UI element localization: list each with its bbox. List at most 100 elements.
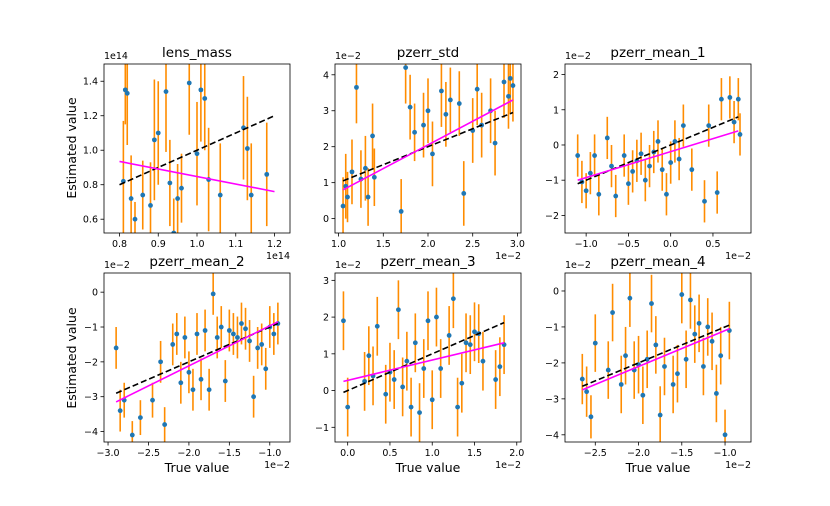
y-tick-label: 1 [323, 178, 329, 189]
data-point [255, 345, 261, 351]
plot-area [119, 64, 275, 233]
x-tick-label: 1.0 [189, 239, 204, 250]
data-point [719, 96, 724, 102]
data-point [689, 167, 695, 173]
data-point [510, 83, 516, 88]
axes-frame [564, 272, 752, 443]
plot-area [575, 76, 743, 223]
y-multiplier: 1e−2 [335, 51, 361, 62]
fit-line [343, 342, 505, 383]
data-point [630, 168, 636, 174]
data-point [186, 80, 192, 86]
data-point [370, 133, 375, 139]
x-tick-label: −3.0 [97, 448, 120, 459]
panel-2: 1.0 1.5 2.0 2.5 3.0 0 1 2 3 4 1e−2 1e−2 pzerr_std [323, 45, 525, 262]
y-tick-label: −2 [545, 211, 559, 222]
x-tick-label: −1.0 [575, 239, 598, 250]
data-point [408, 404, 414, 410]
data-point [657, 412, 663, 418]
x-multiplier: 1e14 [266, 251, 290, 262]
x-tick-label: 2.0 [509, 448, 524, 459]
data-point [735, 96, 741, 102]
data-point [396, 307, 401, 313]
data-point [446, 333, 452, 338]
x-tick-label: 1.5 [467, 448, 482, 459]
data-point [714, 190, 720, 195]
data-point [235, 335, 240, 340]
y-tick-label: 3 [323, 106, 329, 117]
y-tick-label: 2 [323, 313, 329, 324]
data-point [425, 108, 431, 114]
data-point [688, 297, 693, 303]
data-point [653, 342, 659, 348]
data-point [129, 432, 135, 438]
x-axis-label: True value [395, 460, 461, 475]
data-point [132, 216, 138, 222]
data-point [662, 364, 667, 369]
data-point [472, 329, 477, 335]
data-point [676, 156, 682, 162]
data-point [202, 328, 208, 333]
data-point [186, 369, 192, 375]
data-point [271, 331, 277, 337]
data-point [592, 340, 598, 346]
data-point [705, 324, 711, 330]
x-tick-label: 1.0 [425, 448, 440, 459]
panel-title: pzerr_mean_1 [610, 45, 705, 61]
axes-frame [334, 272, 522, 443]
y-tick-label: 3 [323, 276, 329, 287]
data-point [680, 123, 686, 129]
data-point [675, 371, 680, 377]
panel-title: pzerr_mean_3 [380, 254, 475, 270]
data-point [230, 331, 236, 337]
panel-title: pzerr_mean_4 [610, 254, 705, 270]
y-tick-label: 0.8 [83, 180, 98, 191]
data-point [507, 75, 513, 81]
x-tick-label: −2.0 [177, 448, 200, 459]
data-point [217, 192, 223, 198]
data-point [404, 358, 410, 364]
data-point [443, 111, 449, 117]
x-tick-label: 0.8 [112, 239, 127, 250]
y-tick-label: −4 [84, 427, 98, 438]
data-point [421, 122, 426, 128]
data-point [604, 135, 610, 141]
data-point [345, 194, 350, 200]
y-tick-label: 1 [553, 105, 559, 116]
plot-area [113, 273, 281, 442]
y-multiplier: 1e14 [104, 51, 128, 62]
data-point [163, 89, 169, 94]
data-point [170, 342, 176, 347]
data-point [722, 432, 728, 438]
panel-4: −3.0 −2.5 −2.0 −1.5 −1.0 −4 −3 −2 −1 0 1e−2 1e−2 pze… [84, 254, 291, 475]
data-point [702, 198, 707, 204]
data-point [349, 169, 355, 175]
x-tick-label: −1.0 [258, 448, 281, 459]
y-tick-label: 0 [553, 286, 559, 297]
y-multiplier: 1e−2 [565, 51, 591, 62]
data-point [198, 87, 204, 93]
data-point [467, 342, 473, 348]
data-point [430, 151, 435, 157]
data-point [506, 93, 511, 99]
data-point [605, 367, 611, 373]
data-point [202, 96, 208, 101]
fit-line [342, 99, 514, 191]
data-point [439, 88, 444, 94]
y-tick-label: 2 [553, 70, 559, 81]
plot-area [340, 64, 516, 233]
data-point [737, 132, 743, 137]
data-point [575, 153, 581, 158]
y-tick-label: −1 [545, 322, 559, 333]
data-point [362, 378, 367, 384]
data-point [434, 314, 439, 320]
data-point [474, 86, 480, 92]
data-point [403, 65, 409, 70]
data-point [588, 414, 594, 420]
data-point [672, 139, 678, 144]
data-point [463, 340, 469, 346]
data-point [501, 79, 507, 85]
data-point [198, 376, 204, 382]
data-point [584, 389, 590, 395]
y-tick-label: −3 [84, 392, 98, 403]
